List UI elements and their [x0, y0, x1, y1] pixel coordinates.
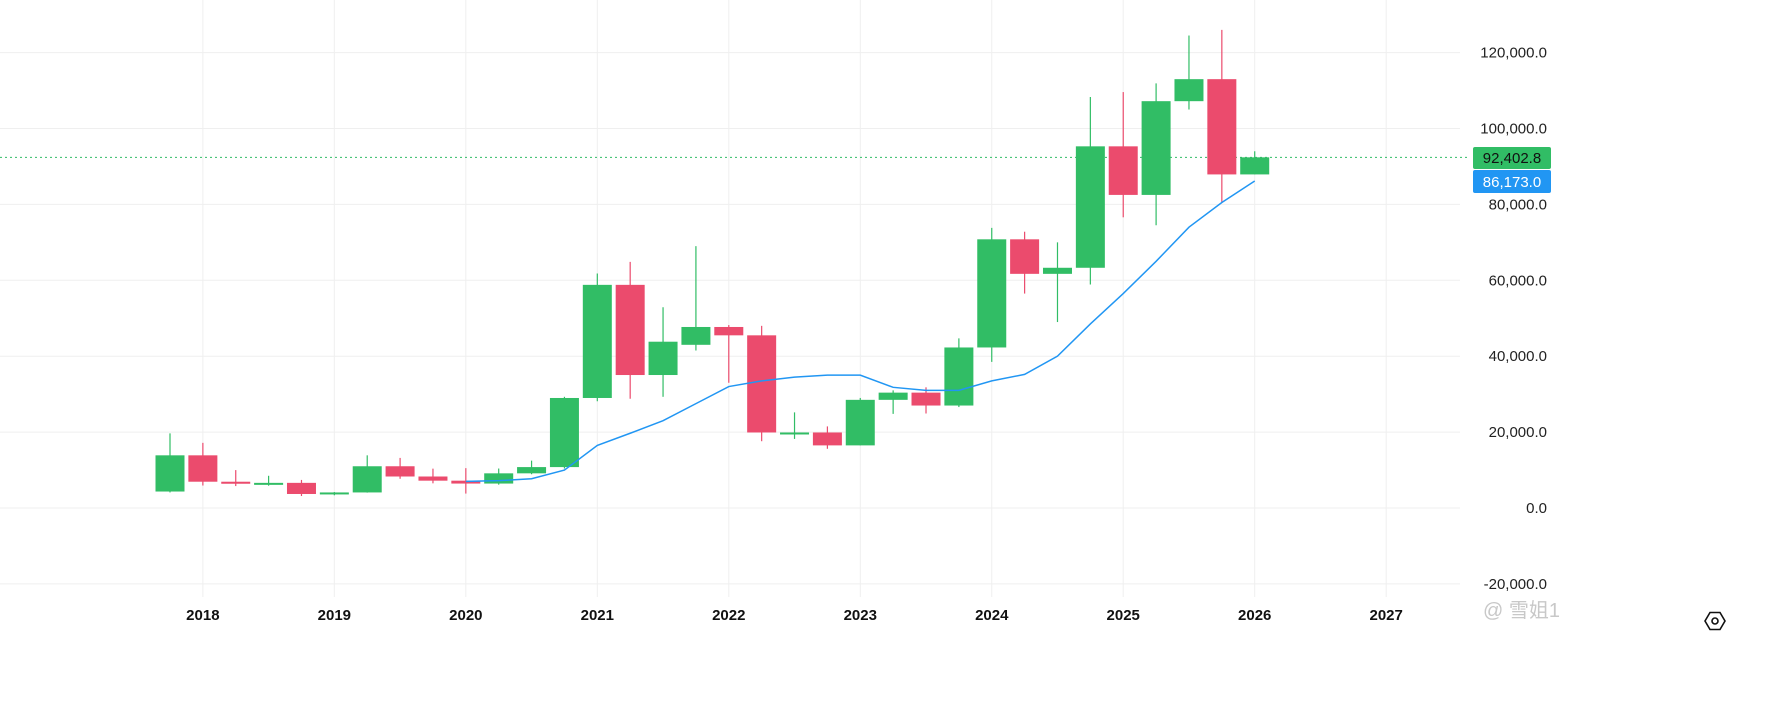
candle-body [681, 326, 711, 345]
y-tick-label: 20,000.0 [1489, 424, 1547, 441]
x-tick-label: 2022 [712, 607, 745, 624]
candle-body [549, 397, 579, 468]
candle [681, 246, 711, 351]
last-price-label: 92,402.8 [1483, 150, 1541, 167]
y-tick-label: 100,000.0 [1480, 121, 1547, 138]
candle-body [944, 347, 974, 406]
y-axis: 120,000.0 100,000.0 80,000.0 60,000.0 40,000… [1480, 45, 1547, 593]
watermark-text: @ 雪姐1 [1483, 599, 1560, 622]
candle [714, 325, 744, 383]
candle [911, 387, 941, 414]
candle-body [747, 335, 777, 433]
y-tick-label: 0.0 [1526, 500, 1547, 517]
candle-body [1240, 157, 1270, 175]
candle-body [221, 481, 251, 484]
candle [254, 475, 284, 486]
candle [648, 307, 678, 397]
candle-body [286, 482, 316, 494]
candle [549, 396, 579, 469]
candle [944, 338, 974, 408]
candle-body [812, 432, 842, 446]
x-tick-label: 2027 [1370, 607, 1403, 624]
candle [1141, 83, 1171, 226]
candle-body [1207, 79, 1237, 175]
settings-icon[interactable] [1704, 611, 1726, 631]
candle [1207, 29, 1237, 203]
candle-body [1141, 101, 1171, 195]
candle [319, 492, 349, 496]
x-tick-label: 2025 [1107, 607, 1140, 624]
candle-body [1010, 239, 1040, 274]
candle [977, 227, 1007, 362]
x-tick-label: 2024 [975, 607, 1009, 624]
x-tick-label: 2023 [844, 607, 877, 624]
candle-body [385, 466, 415, 477]
candle [1075, 97, 1105, 285]
y-tick-label: 40,000.0 [1489, 348, 1547, 365]
y-tick-label: -20,000.0 [1484, 576, 1547, 593]
y-tick-label: 120,000.0 [1480, 45, 1547, 62]
candle [221, 470, 251, 487]
candle [1240, 151, 1270, 175]
candle-body [1075, 146, 1105, 268]
candle-body [582, 284, 612, 398]
watermark: @ 雪姐1 [1483, 599, 1726, 631]
candle-body [451, 480, 481, 484]
x-tick-label: 2020 [449, 607, 482, 624]
candle [780, 412, 810, 439]
candle [484, 468, 514, 485]
candle-body [977, 239, 1007, 348]
candle-body [845, 399, 875, 446]
candle-body [615, 284, 645, 376]
candle-body [352, 466, 382, 493]
candle [1174, 35, 1204, 110]
candle [286, 479, 316, 497]
candle [188, 442, 218, 486]
candle-body [780, 432, 810, 435]
x-tick-label: 2018 [186, 607, 219, 624]
last-price-badge: 92,402.8 [1473, 147, 1551, 169]
x-tick-label: 2019 [318, 607, 351, 624]
candle-body [155, 455, 185, 492]
candle-body [878, 392, 908, 400]
candle-body [188, 455, 218, 482]
candle [615, 261, 645, 399]
candle [1010, 231, 1040, 294]
ma-value-label: 86,173.0 [1483, 174, 1541, 191]
candles [155, 29, 1270, 497]
candle [1108, 92, 1138, 218]
candle [1042, 242, 1072, 323]
candle [845, 397, 875, 446]
candle-body [418, 476, 448, 481]
y-tick-label: 80,000.0 [1489, 196, 1547, 213]
candle [812, 426, 842, 449]
x-axis: 2018 2019 2020 2021 2022 2023 2024 2025 2026 2027 [186, 607, 1403, 624]
candle [582, 273, 612, 402]
candle [878, 390, 908, 414]
candle-body [1174, 79, 1204, 102]
y-tick-label: 60,000.0 [1489, 272, 1547, 289]
candle [352, 455, 382, 493]
ma-badge: 86,173.0 [1473, 170, 1551, 193]
candle [418, 468, 448, 484]
candle-body [319, 492, 349, 495]
candle-body [1108, 146, 1138, 195]
candle-body [648, 341, 678, 376]
x-tick-label: 2021 [581, 607, 614, 624]
candle-body [714, 326, 744, 336]
candle [517, 460, 547, 475]
candle [385, 457, 415, 479]
candle-body [911, 392, 941, 406]
candle-body [517, 467, 547, 474]
candle [155, 433, 185, 493]
candle-body [484, 473, 514, 484]
candle-body [1042, 267, 1072, 274]
grid [0, 0, 1460, 597]
candle-body [254, 482, 284, 485]
x-tick-label: 2026 [1238, 607, 1271, 624]
candle [747, 325, 777, 442]
ma-line [465, 180, 1256, 483]
